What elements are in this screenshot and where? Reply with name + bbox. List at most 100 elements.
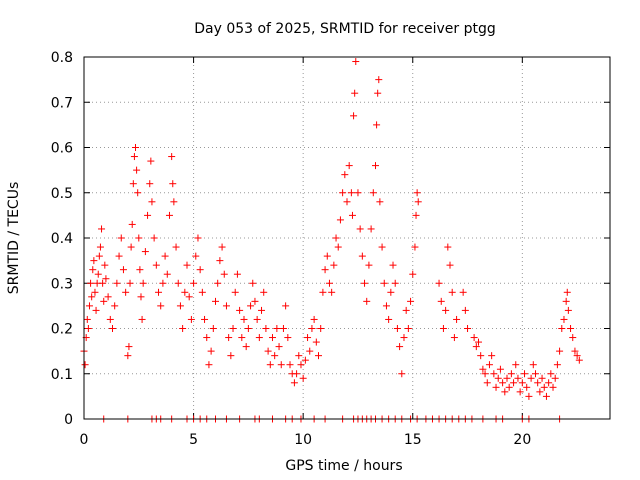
data-marks bbox=[80, 58, 583, 423]
data-point bbox=[89, 266, 97, 274]
data-point bbox=[229, 325, 237, 332]
data-point bbox=[477, 352, 485, 360]
data-point bbox=[295, 352, 303, 360]
data-point bbox=[363, 297, 371, 305]
y-tick-label: 0.5 bbox=[51, 186, 73, 202]
y-axis-label: SRMTID / TECUs bbox=[6, 182, 22, 295]
axis-ticks: 0 0.1 0.2 0.3 0.4 0.5 0.6 0.7 0.8 0 5 10 15 20 bbox=[51, 50, 610, 448]
data-point bbox=[391, 279, 399, 287]
data-point bbox=[96, 243, 104, 251]
data-point bbox=[207, 347, 215, 355]
data-point bbox=[236, 306, 244, 314]
data-point bbox=[328, 288, 336, 296]
data-point bbox=[407, 297, 415, 305]
data-point bbox=[567, 325, 575, 332]
data-point bbox=[122, 288, 130, 296]
data-point bbox=[87, 279, 95, 287]
data-point bbox=[282, 302, 290, 310]
data-point bbox=[279, 325, 287, 332]
data-point bbox=[124, 352, 132, 360]
y-tick-label: 0.6 bbox=[51, 141, 73, 157]
data-point bbox=[510, 379, 518, 387]
data-point bbox=[262, 325, 270, 332]
data-point bbox=[113, 279, 121, 287]
data-point bbox=[516, 388, 524, 396]
data-point bbox=[194, 234, 202, 242]
data-point bbox=[564, 306, 572, 314]
data-point bbox=[169, 180, 177, 188]
data-point bbox=[553, 361, 561, 369]
y-tick-label: 0.8 bbox=[51, 50, 73, 66]
data-point bbox=[336, 216, 344, 224]
data-point bbox=[290, 379, 298, 387]
data-point bbox=[308, 325, 316, 332]
data-point bbox=[439, 325, 447, 332]
data-point bbox=[348, 211, 356, 219]
data-point bbox=[412, 211, 420, 219]
data-point bbox=[387, 288, 395, 296]
data-point bbox=[209, 325, 217, 332]
data-point bbox=[562, 297, 570, 305]
data-point bbox=[558, 325, 566, 332]
data-point bbox=[100, 297, 108, 305]
data-point bbox=[315, 352, 323, 360]
data-point bbox=[569, 334, 577, 342]
data-point bbox=[99, 279, 107, 287]
data-point bbox=[378, 243, 386, 251]
data-point bbox=[369, 189, 377, 197]
data-point bbox=[464, 325, 472, 332]
data-point bbox=[339, 189, 347, 197]
data-point bbox=[130, 153, 138, 161]
data-point bbox=[242, 343, 250, 351]
data-point bbox=[127, 243, 135, 251]
data-point bbox=[218, 243, 226, 251]
data-point bbox=[293, 370, 301, 378]
data-point bbox=[575, 356, 583, 364]
x-tick-label: 5 bbox=[189, 432, 198, 448]
y-tick-label: 0.1 bbox=[51, 367, 73, 383]
data-point bbox=[95, 252, 103, 260]
data-point bbox=[198, 288, 206, 296]
data-point bbox=[529, 361, 537, 369]
data-point bbox=[214, 279, 222, 287]
data-point bbox=[231, 288, 239, 296]
data-point bbox=[251, 297, 259, 305]
data-point bbox=[104, 293, 112, 301]
data-point bbox=[461, 306, 469, 314]
data-point bbox=[286, 361, 294, 369]
data-point bbox=[380, 279, 388, 287]
data-point bbox=[101, 261, 109, 269]
data-point bbox=[225, 334, 233, 342]
data-point bbox=[545, 379, 553, 387]
chart-title: Day 053 of 2025, SRMTID for receiver ptg… bbox=[194, 21, 496, 37]
data-point bbox=[90, 257, 98, 265]
data-point bbox=[176, 302, 184, 310]
data-point bbox=[159, 279, 167, 287]
data-point bbox=[139, 279, 147, 287]
data-point bbox=[540, 383, 548, 391]
data-point bbox=[396, 343, 404, 351]
data-point bbox=[172, 243, 180, 251]
data-point bbox=[222, 302, 230, 310]
data-point bbox=[275, 343, 283, 351]
data-point bbox=[453, 315, 461, 323]
data-point bbox=[102, 275, 110, 283]
data-point bbox=[152, 261, 160, 269]
y-tick-label: 0.7 bbox=[51, 95, 73, 111]
data-point bbox=[549, 383, 557, 391]
data-point bbox=[205, 361, 213, 369]
data-point bbox=[126, 279, 134, 287]
data-point bbox=[525, 392, 533, 400]
data-point bbox=[128, 220, 136, 228]
data-point bbox=[147, 157, 155, 165]
data-point bbox=[258, 306, 266, 314]
data-point bbox=[168, 153, 176, 161]
data-point bbox=[264, 347, 272, 355]
data-point bbox=[271, 352, 279, 360]
data-point bbox=[512, 361, 520, 369]
data-point bbox=[244, 325, 252, 332]
data-point bbox=[238, 334, 246, 342]
data-point bbox=[483, 379, 491, 387]
data-point bbox=[136, 266, 144, 274]
y-tick-label: 0.2 bbox=[51, 322, 73, 338]
